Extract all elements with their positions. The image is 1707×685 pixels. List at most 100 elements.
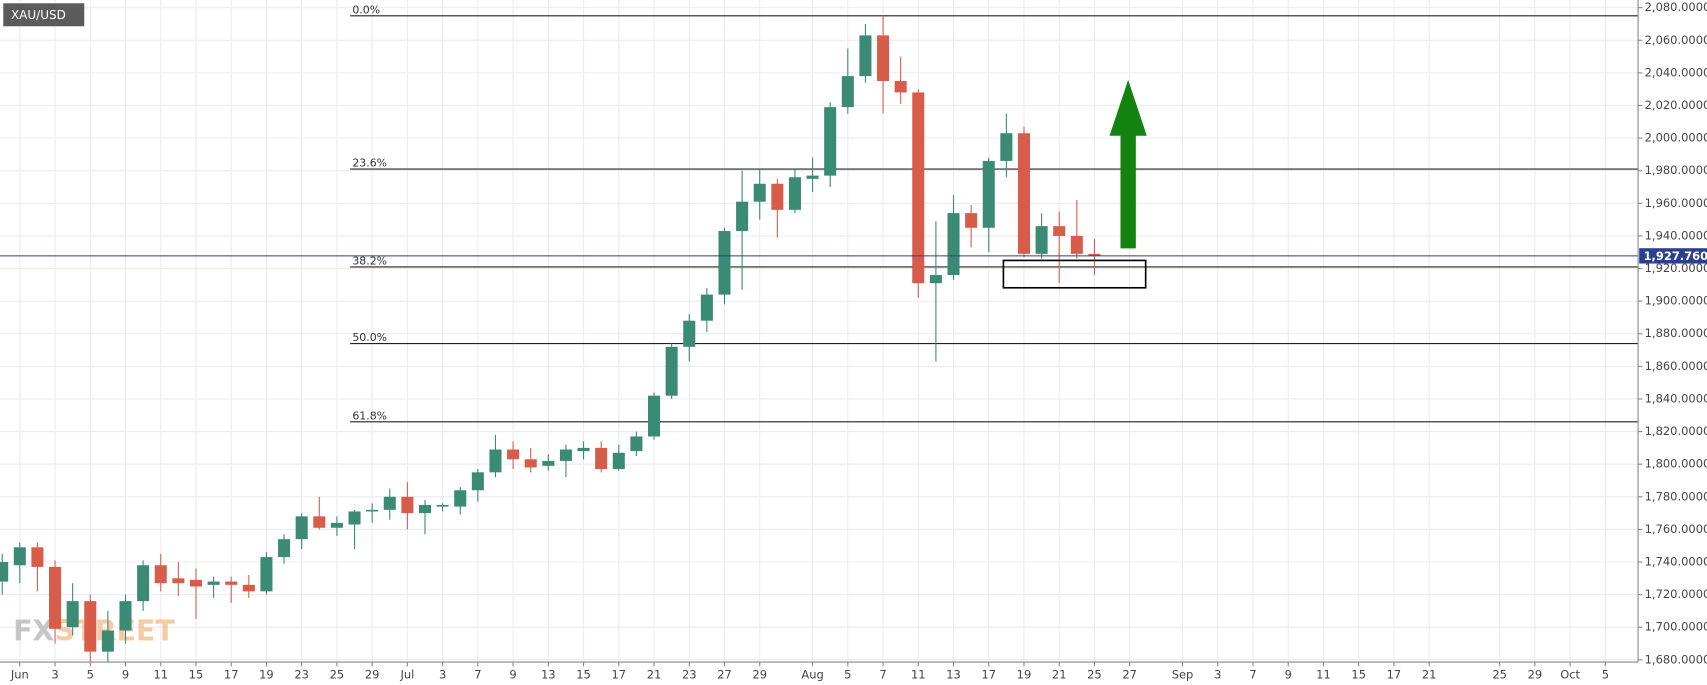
candle-body (982, 160, 995, 228)
candle-body (366, 509, 379, 512)
x-tick-label: 25 (1087, 668, 1102, 682)
candle-body (137, 565, 150, 602)
y-tick-label: 2,000.0000 (1645, 131, 1707, 145)
y-tick-label: 1,860.0000 (1645, 359, 1707, 373)
y-tick-label: 1,760.0000 (1645, 522, 1707, 536)
y-tick-label: 1,820.0000 (1645, 424, 1707, 438)
candle-body (66, 601, 79, 628)
x-tick-label: 5 (844, 668, 851, 682)
x-tick-label: 25 (1492, 668, 1507, 682)
x-tick-label: 29 (365, 668, 380, 682)
candle-body (418, 504, 432, 514)
candle-body (1035, 226, 1048, 254)
x-tick-label: 3 (1214, 668, 1221, 682)
candle-body (189, 579, 202, 587)
y-tick-label: 2,060.0000 (1645, 33, 1707, 47)
candle-body (1000, 133, 1013, 161)
x-tick-label: Oct (1560, 668, 1580, 682)
y-tick-label: 1,720.0000 (1645, 587, 1707, 601)
x-tick-label: 9 (122, 668, 129, 682)
y-tick-label: 1,880.0000 (1645, 326, 1707, 340)
x-tick-label: 5 (87, 668, 94, 682)
candle-body (13, 547, 26, 566)
support-box (1002, 259, 1147, 289)
candle-body (559, 449, 572, 461)
y-tick-label: 1,840.0000 (1645, 391, 1707, 405)
x-tick-label: 9 (509, 668, 516, 682)
candle-body (401, 496, 414, 514)
x-tick-label: 13 (541, 668, 556, 682)
fib-label: 0.0% (352, 3, 380, 16)
arrow-shaft (1120, 133, 1136, 249)
watermark-fx: FX (13, 614, 54, 647)
candle-body (947, 213, 960, 276)
y-tick-label: 1,960.0000 (1645, 196, 1707, 210)
candle-body (630, 436, 643, 452)
x-tick-label: 21 (1422, 668, 1437, 682)
candle-body (225, 581, 238, 585)
last-price-tag (1639, 248, 1707, 264)
x-tick-label: 21 (1052, 668, 1067, 682)
x-tick-label: 3 (439, 668, 446, 682)
candle-body (242, 584, 255, 592)
candle-body (172, 578, 185, 584)
candle-body (49, 566, 62, 629)
x-tick-label: 5 (1602, 668, 1609, 682)
candle-body (683, 320, 696, 347)
candle-body (612, 452, 625, 470)
axes: 1,680.0000 1,700.0000 1,720.0000 1,740.0000… (10, 0, 1707, 682)
x-tick-label: 21 (647, 668, 662, 682)
x-tick-label: 23 (682, 668, 697, 682)
y-tick-label: 1,800.0000 (1645, 457, 1707, 471)
x-tick-label: 7 (879, 668, 886, 682)
fib-label: 61.8% (352, 409, 387, 422)
y-tick-label: 2,020.0000 (1645, 98, 1707, 112)
y-tick-label: 1,980.0000 (1645, 163, 1707, 177)
candle-body (648, 395, 661, 437)
symbol: XAU/USD (11, 8, 66, 22)
candle-body (1017, 133, 1030, 254)
candle-body (524, 459, 537, 468)
y-tick-label: 1,900.0000 (1645, 294, 1707, 308)
x-tick-label: 17 (611, 668, 626, 682)
candle-body (154, 565, 167, 584)
candle-body (383, 496, 396, 510)
candle-body (718, 231, 731, 295)
x-tick-label: 3 (51, 668, 58, 682)
candle-body (278, 539, 291, 558)
x-tick-label: 27 (1122, 668, 1137, 682)
candle-body (84, 601, 97, 652)
candle-body (771, 183, 784, 210)
candle-body (859, 35, 872, 77)
candle-body (330, 522, 343, 528)
candle-body (260, 557, 273, 592)
candle-body (101, 630, 114, 652)
y-tick-label: 1,740.0000 (1645, 555, 1707, 569)
last-price-label: 1,927.7600 (1644, 249, 1707, 263)
x-tick-label: 15 (189, 668, 204, 682)
candle-body (454, 490, 467, 507)
x-tick-label: 25 (330, 668, 345, 682)
fib-label: 50.0% (352, 331, 387, 344)
candle-body (806, 175, 819, 179)
x-tick-label: 29 (1528, 668, 1543, 682)
candle-body (894, 81, 907, 93)
candle-body (1053, 226, 1066, 236)
x-tick-label: 17 (224, 668, 239, 682)
x-tick-label: Sep (1172, 668, 1194, 682)
candle-body (489, 449, 502, 473)
candle-body (0, 562, 9, 582)
x-tick-label: 11 (911, 668, 926, 682)
annotations (1002, 79, 1147, 289)
candle-body (542, 460, 555, 466)
candle-body (31, 547, 44, 567)
y-tick-label: 2,080.0000 (1645, 0, 1707, 14)
x-tick-label: 15 (1351, 668, 1366, 682)
x-tick-label: 11 (1316, 668, 1331, 682)
candle-body (788, 177, 801, 210)
candle-body (295, 516, 308, 540)
x-tick-label: 17 (981, 668, 996, 682)
y-tick-label: 1,920.0000 (1645, 261, 1707, 275)
x-tick-label: 19 (259, 668, 274, 682)
